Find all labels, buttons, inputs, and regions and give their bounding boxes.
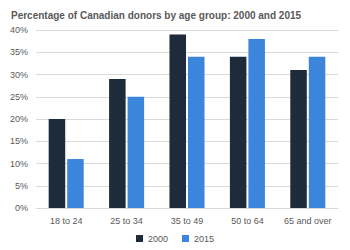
svg-text:5%: 5% (15, 181, 28, 191)
svg-text:25 to 34: 25 to 34 (110, 216, 143, 226)
svg-text:65 and over: 65 and over (284, 216, 332, 226)
svg-text:18 to 24: 18 to 24 (50, 216, 83, 226)
svg-text:15%: 15% (10, 136, 28, 146)
svg-text:2015: 2015 (194, 234, 214, 244)
svg-text:20%: 20% (10, 114, 28, 124)
svg-text:0%: 0% (15, 203, 28, 213)
svg-text:50 to 64: 50 to 64 (231, 216, 264, 226)
svg-text:Percentage of Canadian donors: Percentage of Canadian donors by age gro… (11, 10, 302, 21)
svg-text:30%: 30% (10, 70, 28, 80)
svg-text:10%: 10% (10, 159, 28, 169)
svg-text:25%: 25% (10, 92, 28, 102)
svg-text:2000: 2000 (148, 234, 168, 244)
svg-text:35 to 49: 35 to 49 (171, 216, 204, 226)
svg-text:40%: 40% (10, 25, 28, 35)
svg-text:35%: 35% (10, 47, 28, 57)
